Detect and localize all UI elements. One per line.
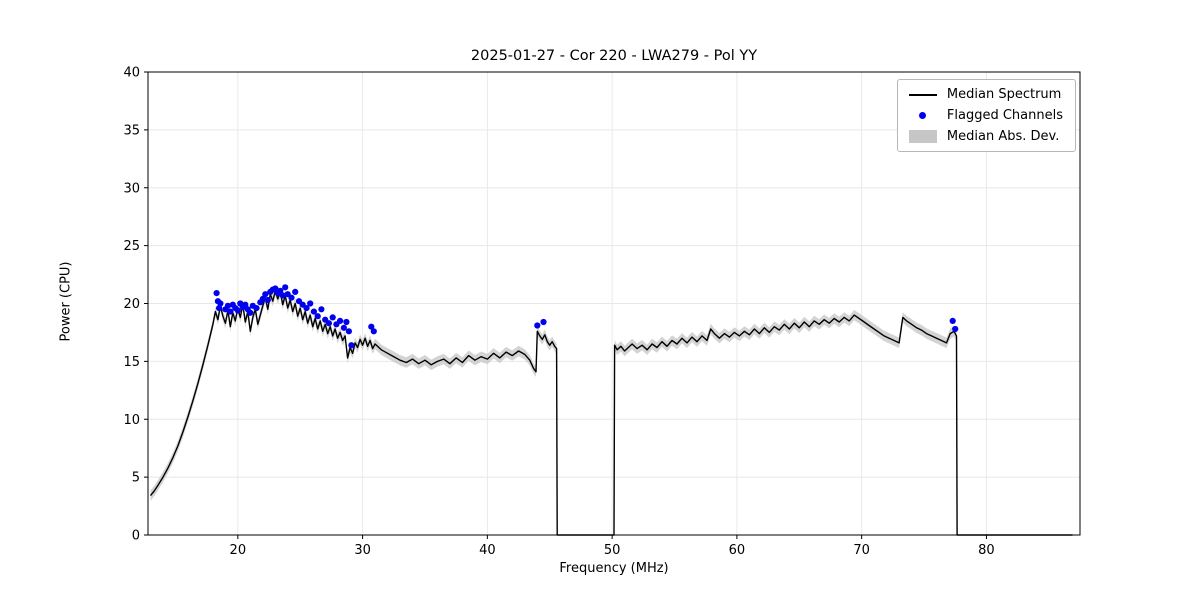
flagged-channel-dot [534,322,541,329]
median-spectrum-line [149,290,1073,536]
flagged-channel-dot [217,300,224,307]
flagged-channels-dots [213,284,959,349]
flagged-channel-dot [277,287,284,294]
flagged-channel-dot [292,288,299,295]
y-tick-label: 20 [123,297,140,312]
flagged-channel-dot [345,328,352,335]
x-tick-label: 50 [604,543,621,558]
y-tick-label: 30 [123,181,140,196]
x-tick-label: 40 [479,543,496,558]
flagged-channel-dot [259,295,266,302]
y-tick-label: 40 [123,66,140,81]
chart-title: 2025-01-27 - Cor 220 - LWA279 - Pol YY [470,48,758,64]
flagged-channel-dot [949,317,956,324]
flagged-channel-dot [343,318,350,326]
axis-ticks [144,71,987,539]
legend-item-median-abs-dev: Median Abs. Dev. [908,129,1063,144]
flagged-channel-dot [282,284,289,291]
x-tick-label: 30 [354,543,371,558]
flagged-channel-dot [540,318,547,326]
y-axis-label: Power (CPU) [58,261,74,342]
x-tick-label: 80 [978,543,995,558]
flagged-channel-dot [318,306,325,313]
legend-label: Median Abs. Dev. [946,129,1060,144]
flagged-channel-dot [279,292,286,299]
flagged-channel-dot [348,342,355,349]
x-tick-label: 70 [853,543,870,558]
legend: Median Spectrum Flagged Channels Median … [896,79,1076,152]
flagged-channel-dot [247,309,254,316]
flagged-channel-dot [224,302,231,309]
flagged-channel-dot [262,291,269,298]
flagged-channel-dot [253,305,260,312]
flagged-channels-dot-swatch [908,112,938,119]
axis-tick-labels: 20 30 40 50 60 70 80 0 5 10 15 20 25 30 35 40 [123,66,994,559]
flagged-channel-dot [288,294,295,301]
y-tick-label: 0 [132,529,140,544]
flagged-channel-dot [213,290,220,297]
flagged-channel-dot [325,320,332,327]
flagged-channel-dot [337,317,344,324]
y-tick-label: 25 [123,239,140,254]
flagged-channel-dot [242,301,249,308]
flagged-channel-dot [310,308,317,315]
x-tick-label: 20 [230,543,247,558]
mad-band-swatch [908,130,938,143]
legend-item-flagged-channels: Flagged Channels [908,108,1063,123]
flagged-channel-dot [234,307,241,314]
y-tick-label: 35 [123,123,140,138]
x-tick-label: 60 [729,543,746,558]
legend-item-median-spectrum: Median Spectrum [908,87,1063,102]
median-spectrum-line-swatch [908,93,938,96]
flagged-channel-dot [264,296,271,304]
flagged-channel-dot [314,313,321,320]
flagged-channel-dot [329,314,336,321]
y-tick-label: 10 [123,413,140,428]
x-axis-label: Frequency (MHz) [559,561,669,576]
flagged-channel-dot [303,305,310,312]
flagged-channel-dot [227,308,234,315]
mad-band [150,285,957,501]
y-tick-label: 5 [132,471,140,486]
flagged-channel-dot [272,285,279,292]
flagged-channel-dot [368,323,375,330]
legend-label: Median Spectrum [946,87,1062,102]
y-tick-label: 15 [123,355,140,370]
flagged-channel-dot [952,325,959,333]
legend-label: Flagged Channels [946,108,1063,123]
flagged-channel-dot [340,324,347,331]
flagged-channel-dot [370,328,377,335]
flagged-channel-dot [307,300,314,307]
